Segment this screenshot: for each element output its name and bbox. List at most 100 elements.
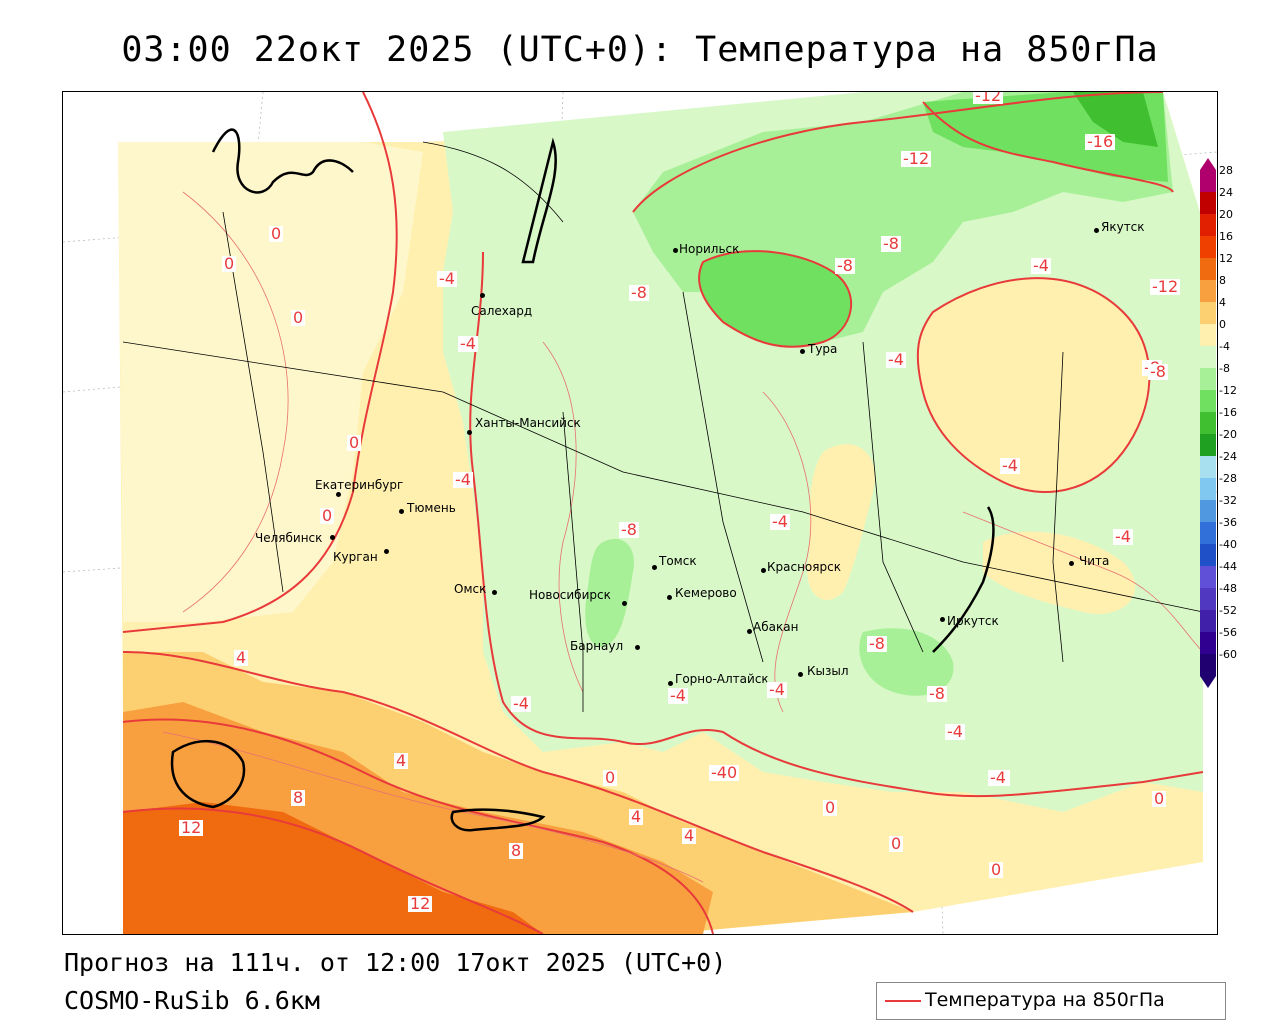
colorbar-tick-label: 0 xyxy=(1219,318,1226,331)
city-tomsk: Томск xyxy=(659,554,697,568)
colorbar-tick-label: -36 xyxy=(1219,516,1237,529)
zone-warm-center xyxy=(807,444,875,601)
isotherm-label: 4 xyxy=(629,807,644,826)
colorbar-top-arrow xyxy=(1200,158,1216,170)
isotherm-label: -4 xyxy=(1031,256,1051,275)
zone-zero-west xyxy=(118,142,423,622)
isotherm-label: 0 xyxy=(823,798,838,817)
isotherm-label: -8 xyxy=(867,634,887,653)
isotherm-label: -8 xyxy=(629,283,649,302)
isotherm-label: -4 xyxy=(886,350,906,369)
city-gorno-altaysk: Горно-Алтайск xyxy=(675,672,769,686)
colorbar-tick-label: -20 xyxy=(1219,428,1237,441)
colorbar-tick-label: 4 xyxy=(1219,296,1226,309)
colorbar-tick-label: -60 xyxy=(1219,648,1237,661)
zone-warm-baikal xyxy=(983,531,1136,614)
colorbar-tick-label: 20 xyxy=(1219,208,1233,221)
city-salekhard: Салехард xyxy=(471,304,533,318)
isotherm-label: 8 xyxy=(509,841,524,860)
colorbar-swatch xyxy=(1200,280,1216,303)
colorbar-bottom-arrow xyxy=(1200,676,1216,688)
colorbar-swatch xyxy=(1200,214,1216,237)
isotherm-label: 4 xyxy=(682,826,697,845)
colorbar-swatch xyxy=(1200,390,1216,413)
colorbar-swatch xyxy=(1200,170,1216,193)
colorbar-tick-label: -8 xyxy=(1219,362,1230,375)
city-novosibirsk: Новосибирск xyxy=(529,588,611,602)
city-kurgan: Курган xyxy=(333,550,378,564)
city-dot xyxy=(747,629,752,634)
city-yakutsk: Якутск xyxy=(1101,220,1145,234)
borders xyxy=(122,141,1204,712)
city-dot xyxy=(1094,228,1099,233)
colorbar-swatch xyxy=(1200,346,1216,369)
isotherms-minor xyxy=(162,191,1204,883)
zone-minus16 xyxy=(1073,92,1158,147)
zone-warm-east xyxy=(917,278,1150,492)
colorbar-swatch xyxy=(1200,566,1216,589)
city-dot xyxy=(399,509,404,514)
colorbar-swatch xyxy=(1200,236,1216,259)
colorbar-tick-label: -40 xyxy=(1219,538,1237,551)
colorbar-tick-label: -16 xyxy=(1219,406,1237,419)
isotherm-label: -8 xyxy=(881,234,901,253)
colorbar-swatch xyxy=(1200,368,1216,391)
isotherm-label: -4 xyxy=(988,768,1008,787)
isotherm-label: -8 xyxy=(619,520,639,539)
legend-label: Температура на 850гПа xyxy=(925,989,1165,1011)
colorbar-swatch xyxy=(1200,192,1216,215)
isotherm-label: 0 xyxy=(269,224,284,243)
colorbar-swatch xyxy=(1200,500,1216,523)
city-dot xyxy=(467,430,472,435)
colorbar-swatch xyxy=(1200,544,1216,567)
map-canvas xyxy=(63,92,1217,934)
colorbar-tick-label: 16 xyxy=(1219,230,1233,243)
isotherm-label: 4 xyxy=(394,751,409,770)
zone-minus12-norilsk xyxy=(699,251,852,347)
isotherm-label: 0 xyxy=(291,308,306,327)
colorbar-swatch xyxy=(1200,302,1216,325)
city-dot xyxy=(761,568,766,573)
isotherm-label: 0 xyxy=(889,834,904,853)
city-dot xyxy=(652,565,657,570)
isotherm-label: 0 xyxy=(320,506,335,525)
isotherm-label: 0 xyxy=(989,860,1004,879)
city-dot xyxy=(1069,561,1074,566)
isotherm-label: 0 xyxy=(1152,789,1167,808)
colorbar-swatch xyxy=(1200,654,1216,677)
isotherm-label: -4 xyxy=(668,686,688,705)
city-dot xyxy=(635,645,640,650)
colorbar-swatch xyxy=(1200,632,1216,655)
isotherm-label: 4 xyxy=(234,648,249,667)
isotherm-label: 12 xyxy=(408,894,433,913)
colorbar-swatch xyxy=(1200,456,1216,479)
city-norilsk: Норильск xyxy=(679,242,740,256)
colorbar-tick-label: -56 xyxy=(1219,626,1237,639)
temperature-map[interactable]: Норильск Салехард Тура Якутск Ханты-Манс… xyxy=(62,91,1218,935)
colorbar-tick-label: -32 xyxy=(1219,494,1237,507)
isotherm-label: -12 xyxy=(973,92,1004,104)
city-dot xyxy=(336,492,341,497)
isotherm-label: 0 xyxy=(603,768,618,787)
zone-minus8-novosibirsk xyxy=(585,538,634,647)
map-title: 03:00 22окт 2025 (UTC+0): Температура на… xyxy=(121,30,1159,70)
colorbar-tick-label: 8 xyxy=(1219,274,1226,287)
colorbar-swatch xyxy=(1200,588,1216,611)
city-dot xyxy=(798,672,803,677)
isotherms xyxy=(122,92,1204,934)
colorbar-tick-label: -44 xyxy=(1219,560,1237,573)
isotherm-label: -4 xyxy=(511,694,531,713)
city-dot xyxy=(673,248,678,253)
colorbar-tick-label: -24 xyxy=(1219,450,1237,463)
isotherm-label: -4 xyxy=(1000,456,1020,475)
city-chita: Чита xyxy=(1079,554,1110,568)
colorbar-tick-label: -48 xyxy=(1219,582,1237,595)
colorbar xyxy=(1200,158,1216,688)
colorbar-swatch xyxy=(1200,610,1216,633)
isotherm-label: -12 xyxy=(1150,277,1181,296)
colorbar-tick-label: 28 xyxy=(1219,164,1233,177)
city-dot xyxy=(330,535,335,540)
colorbar-tick-label: -28 xyxy=(1219,472,1237,485)
city-dot xyxy=(480,293,485,298)
isotherm-label: -8 xyxy=(1148,362,1168,381)
